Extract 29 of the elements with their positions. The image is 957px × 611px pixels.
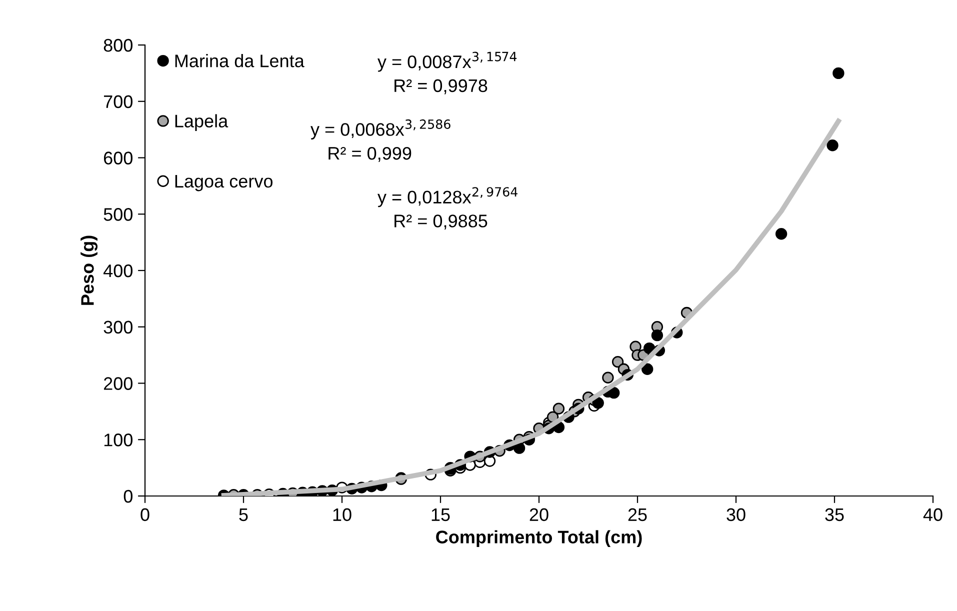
y-tick-label: 500 xyxy=(104,208,132,221)
y-axis-title: Peso (g) xyxy=(80,236,98,305)
annotation: R² = 0,9885 xyxy=(394,214,488,230)
x-tick-label: 15 xyxy=(432,508,450,522)
x-tick-label: 20 xyxy=(530,508,548,522)
y-tick-label: 700 xyxy=(104,95,132,108)
x-tick-label: 40 xyxy=(923,508,942,522)
annotation: R² = 0,999 xyxy=(328,146,412,162)
y-tick-label: 300 xyxy=(104,320,132,334)
annotation: y = 0,0068x$^{3,2586}$ xyxy=(310,119,450,140)
y-tick-label: 800 xyxy=(104,38,132,52)
x-tick-label: 35 xyxy=(825,508,844,522)
y-tick-label: 200 xyxy=(104,377,132,390)
annotation: y = 0,0087x$^{3,1574}$ xyxy=(378,52,517,72)
annotation: y = 0,0128x$^{2,9764}$ xyxy=(378,187,518,208)
y-tick-label: 100 xyxy=(104,434,132,446)
legend-label: Lapela xyxy=(175,114,228,132)
y-tick-label: 600 xyxy=(104,152,132,164)
y-tick-label: 0 xyxy=(124,490,132,503)
x-tick-label: 5 xyxy=(239,508,248,522)
legend-label: Marina da Lenta xyxy=(175,54,304,68)
x-tick-label: 25 xyxy=(628,508,647,522)
legend-label: Lagoa cervo xyxy=(175,175,273,192)
x-tick-label: 30 xyxy=(726,508,746,522)
x-axis-title: Comprimento Total (cm) xyxy=(436,530,642,548)
y-tick-label: 400 xyxy=(103,264,132,278)
x-tick-label: 10 xyxy=(333,508,352,522)
x-tick-label: 0 xyxy=(140,508,150,522)
annotation: R² = 0,9978 xyxy=(394,79,488,94)
